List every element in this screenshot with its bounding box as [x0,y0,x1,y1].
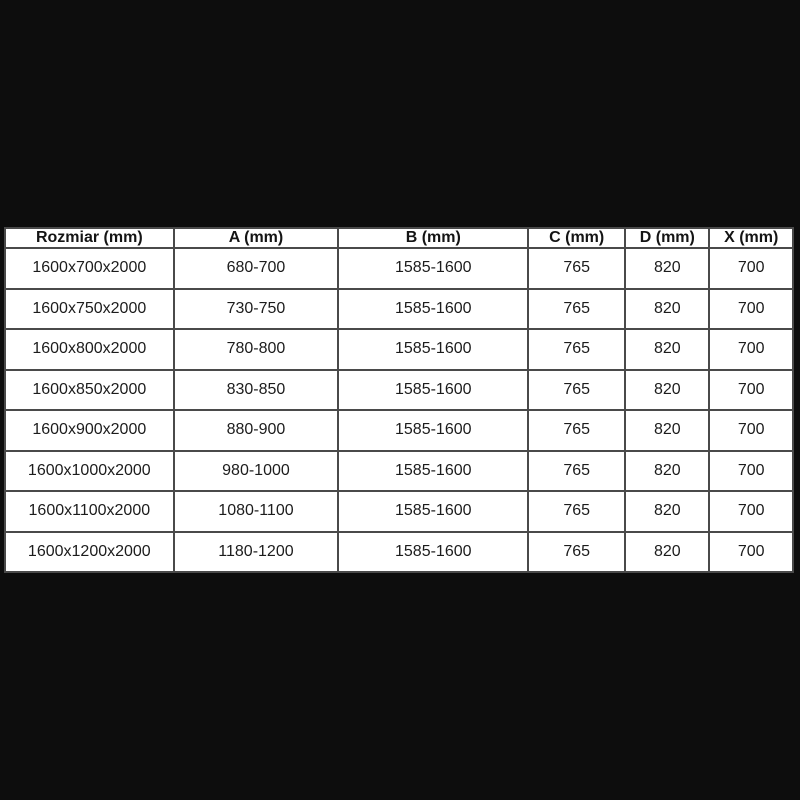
cell-d: 820 [624,247,711,290]
cell-d: 820 [624,409,711,452]
cell-d: 820 [624,490,711,533]
cell-x: 700 [708,287,794,330]
cell-d: 820 [624,368,711,411]
cell-a: 1180-1200 [172,530,340,573]
cell-x: 700 [708,328,794,371]
table-row: 1600x700x2000 680-700 1585-1600 765 820 … [4,247,794,290]
cell-rozmiar: 1600x750x2000 [4,287,175,330]
cell-a: 880-900 [172,409,340,452]
cell-c: 765 [527,409,627,452]
cell-rozmiar: 1600x900x2000 [4,409,175,452]
cell-c: 765 [527,368,627,411]
column-header-a: A (mm) [172,227,340,249]
cell-d: 820 [624,449,711,492]
cell-a: 730-750 [172,287,340,330]
column-header-x: X (mm) [708,227,794,249]
cell-rozmiar: 1600x1000x2000 [4,449,175,492]
cell-x: 700 [708,247,794,290]
cell-d: 820 [624,287,711,330]
cell-x: 700 [708,368,794,411]
cell-a: 980-1000 [172,449,340,492]
cell-b: 1585-1600 [337,409,530,452]
column-header-b: B (mm) [337,227,530,249]
cell-d: 820 [624,530,711,573]
dimension-table: Rozmiar (mm) A (mm) B (mm) C (mm) D (mm)… [4,227,794,573]
cell-x: 700 [708,490,794,533]
cell-rozmiar: 1600x1100x2000 [4,490,175,533]
table-row: 1600x850x2000 830-850 1585-1600 765 820 … [4,368,794,411]
column-header-c: C (mm) [527,227,627,249]
table-row: 1600x1100x2000 1080-1100 1585-1600 765 8… [4,490,794,533]
cell-rozmiar: 1600x700x2000 [4,247,175,290]
cell-b: 1585-1600 [337,287,530,330]
table-row: 1600x800x2000 780-800 1585-1600 765 820 … [4,328,794,371]
cell-x: 700 [708,530,794,573]
cell-d: 820 [624,328,711,371]
cell-c: 765 [527,449,627,492]
cell-b: 1585-1600 [337,449,530,492]
cell-b: 1585-1600 [337,368,530,411]
cell-b: 1585-1600 [337,328,530,371]
table-row: 1600x900x2000 880-900 1585-1600 765 820 … [4,409,794,452]
header-row: Rozmiar (mm) A (mm) B (mm) C (mm) D (mm)… [4,227,794,249]
cell-x: 700 [708,449,794,492]
cell-c: 765 [527,530,627,573]
cell-b: 1585-1600 [337,247,530,290]
cell-a: 1080-1100 [172,490,340,533]
cell-x: 700 [708,409,794,452]
cell-c: 765 [527,328,627,371]
column-header-d: D (mm) [624,227,711,249]
cell-a: 780-800 [172,328,340,371]
cell-c: 765 [527,247,627,290]
table-body: 1600x700x2000 680-700 1585-1600 765 820 … [4,247,794,573]
cell-rozmiar: 1600x850x2000 [4,368,175,411]
cell-c: 765 [527,490,627,533]
cell-b: 1585-1600 [337,490,530,533]
cell-rozmiar: 1600x1200x2000 [4,530,175,573]
table-row: 1600x1000x2000 980-1000 1585-1600 765 82… [4,449,794,492]
column-header-rozmiar: Rozmiar (mm) [4,227,175,249]
cell-c: 765 [527,287,627,330]
cell-b: 1585-1600 [337,530,530,573]
cell-a: 830-850 [172,368,340,411]
table-row: 1600x750x2000 730-750 1585-1600 765 820 … [4,287,794,330]
dimension-table-container: Rozmiar (mm) A (mm) B (mm) C (mm) D (mm)… [4,227,794,573]
cell-a: 680-700 [172,247,340,290]
table-row: 1600x1200x2000 1180-1200 1585-1600 765 8… [4,530,794,573]
cell-rozmiar: 1600x800x2000 [4,328,175,371]
